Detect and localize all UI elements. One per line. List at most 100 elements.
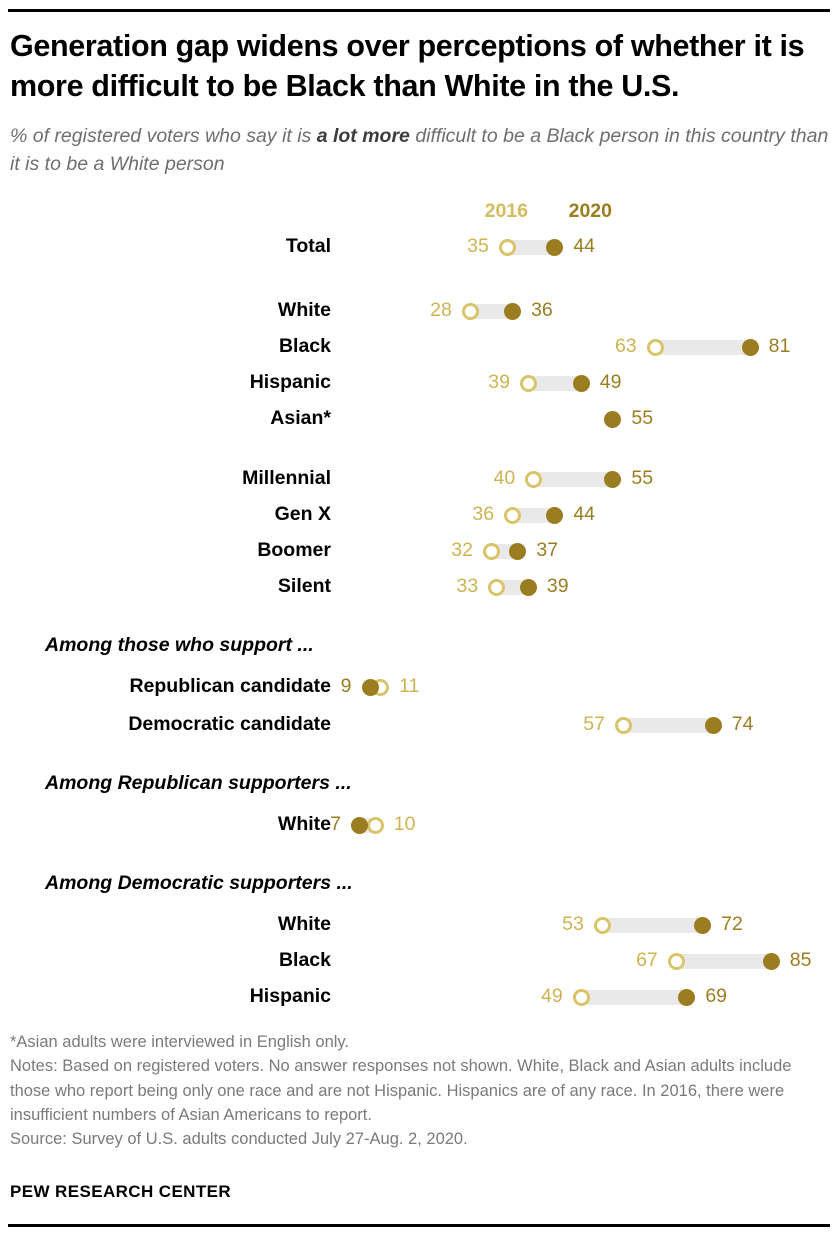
- group-heading-support: Among those who support ...: [45, 634, 314, 656]
- value-label-2016: 67: [636, 949, 658, 971]
- row-label: Millennial: [242, 467, 331, 489]
- value-label-2016: 32: [451, 539, 473, 561]
- note-body: Notes: Based on registered voters. No an…: [10, 1057, 792, 1124]
- row-label: Silent: [277, 575, 331, 597]
- chart-row: Hispanic 49 69: [0, 982, 838, 1012]
- legend-label-2016: 2016: [484, 200, 528, 222]
- chart-row: Silent 33 39: [0, 572, 838, 602]
- chart-row: Boomer 32 37: [0, 536, 838, 566]
- value-label-2020: 7: [330, 813, 341, 835]
- data-point-2020: [350, 817, 368, 834]
- value-label-2016: 35: [467, 235, 489, 257]
- data-point-2016: [498, 239, 516, 256]
- row-plot: 33 39: [0, 572, 838, 602]
- data-point-2020: [546, 507, 564, 524]
- chart-row: Millennial 40 55: [0, 464, 838, 494]
- chart-notes: *Asian adults were interviewed in Englis…: [10, 1030, 832, 1151]
- chart-row: Democratic candidate 57 74: [0, 710, 838, 740]
- row-label: Total: [285, 235, 331, 257]
- group-heading-democratic-supporters: Among Democratic supporters ...: [45, 872, 353, 894]
- data-point-2016: [482, 543, 500, 560]
- row-plot: 35 44: [0, 232, 838, 262]
- group-heading-republican-supporters: Among Republican supporters ...: [45, 772, 352, 794]
- row-plot: 32 37: [0, 536, 838, 566]
- row-label: White: [277, 299, 331, 321]
- value-label-2016: 11: [399, 675, 420, 697]
- data-point-2016: [504, 507, 522, 524]
- value-label-2020: 37: [536, 539, 559, 561]
- chart-row: Gen X 36 44: [0, 500, 838, 530]
- data-point-2020: [762, 953, 780, 970]
- data-point-2020: [678, 989, 696, 1006]
- data-point-2020: [572, 375, 590, 392]
- value-label-2016: 57: [583, 713, 605, 735]
- row-plot: 9 11: [0, 672, 838, 702]
- data-point-2016: [461, 303, 479, 320]
- row-plot: 39 49: [0, 368, 838, 398]
- data-point-2016: [667, 953, 685, 970]
- connector-bar: [667, 954, 780, 969]
- value-label-2016: 49: [541, 985, 563, 1007]
- data-point-2020: [361, 679, 379, 696]
- chart-row: Black 67 85: [0, 946, 838, 976]
- connector-bar: [525, 472, 622, 487]
- connector-bar: [572, 990, 696, 1005]
- note-asterisk: *Asian adults were interviewed in Englis…: [10, 1033, 350, 1051]
- row-plot: 67 85: [0, 946, 838, 976]
- value-label-2020: 36: [531, 299, 553, 321]
- value-label-2016: 36: [472, 503, 495, 525]
- row-label: Black: [278, 949, 331, 971]
- legend-label-2020: 2020: [568, 200, 612, 222]
- value-label-2020: 72: [721, 913, 743, 935]
- value-label-2016: 10: [393, 813, 416, 835]
- bottom-divider: [8, 1224, 830, 1227]
- data-point-2020: [604, 411, 622, 428]
- data-point-2016: [488, 579, 506, 596]
- row-plot: 36 44: [0, 500, 838, 530]
- value-label-2020: 44: [573, 235, 596, 257]
- row-plot: 7 10: [0, 810, 838, 840]
- chart-row: White 7 10: [0, 810, 838, 840]
- value-label-2016: 33: [456, 575, 479, 597]
- value-label-2020: 49: [599, 371, 622, 393]
- row-plot: 49 69: [0, 982, 838, 1012]
- value-label-2016: 63: [614, 335, 637, 357]
- value-label-2020: 44: [573, 503, 596, 525]
- connector-bar: [646, 340, 759, 355]
- chart-row: Total 35 44: [0, 232, 838, 262]
- value-label-2020: 55: [631, 467, 654, 489]
- row-plot: 53 72: [0, 910, 838, 940]
- data-point-2020: [519, 579, 537, 596]
- row-label: Black: [278, 335, 331, 357]
- row-label: Republican candidate: [129, 675, 331, 697]
- data-point-2020: [704, 717, 722, 734]
- value-label-2016: 28: [430, 299, 452, 321]
- connector-bar: [614, 718, 722, 733]
- data-point-2020: [504, 303, 522, 320]
- chart-subtitle: % of registered voters who say it is a l…: [10, 123, 832, 178]
- chart-row: Hispanic 39 49: [0, 368, 838, 398]
- value-label-2016: 53: [562, 913, 584, 935]
- row-plot: 57 74: [0, 710, 838, 740]
- data-point-2016: [519, 375, 537, 392]
- value-label-2020: 39: [546, 575, 569, 597]
- value-label-2020: 81: [768, 335, 791, 357]
- chart-row: Republican candidate 9 11: [0, 672, 838, 702]
- row-label: Gen X: [274, 503, 331, 525]
- data-point-2020: [604, 471, 622, 488]
- data-point-2020: [741, 339, 759, 356]
- value-label-2020: 74: [731, 713, 754, 735]
- subtitle-emphasis: a lot more: [316, 125, 410, 147]
- data-point-2020: [694, 917, 712, 934]
- chart-row: Asian* 55: [0, 404, 838, 434]
- data-point-2016: [525, 471, 543, 488]
- row-label: Asian*: [270, 407, 331, 429]
- subtitle-text-end: difficult to be a Black person in this c…: [10, 125, 829, 175]
- row-label: Boomer: [257, 539, 331, 561]
- chart-row: White 53 72: [0, 910, 838, 940]
- data-point-2020: [546, 239, 564, 256]
- value-label-2020: 9: [340, 675, 352, 697]
- value-label-2016: 40: [493, 467, 516, 489]
- data-point-2016: [593, 917, 611, 934]
- value-label-2020: 55: [631, 407, 654, 429]
